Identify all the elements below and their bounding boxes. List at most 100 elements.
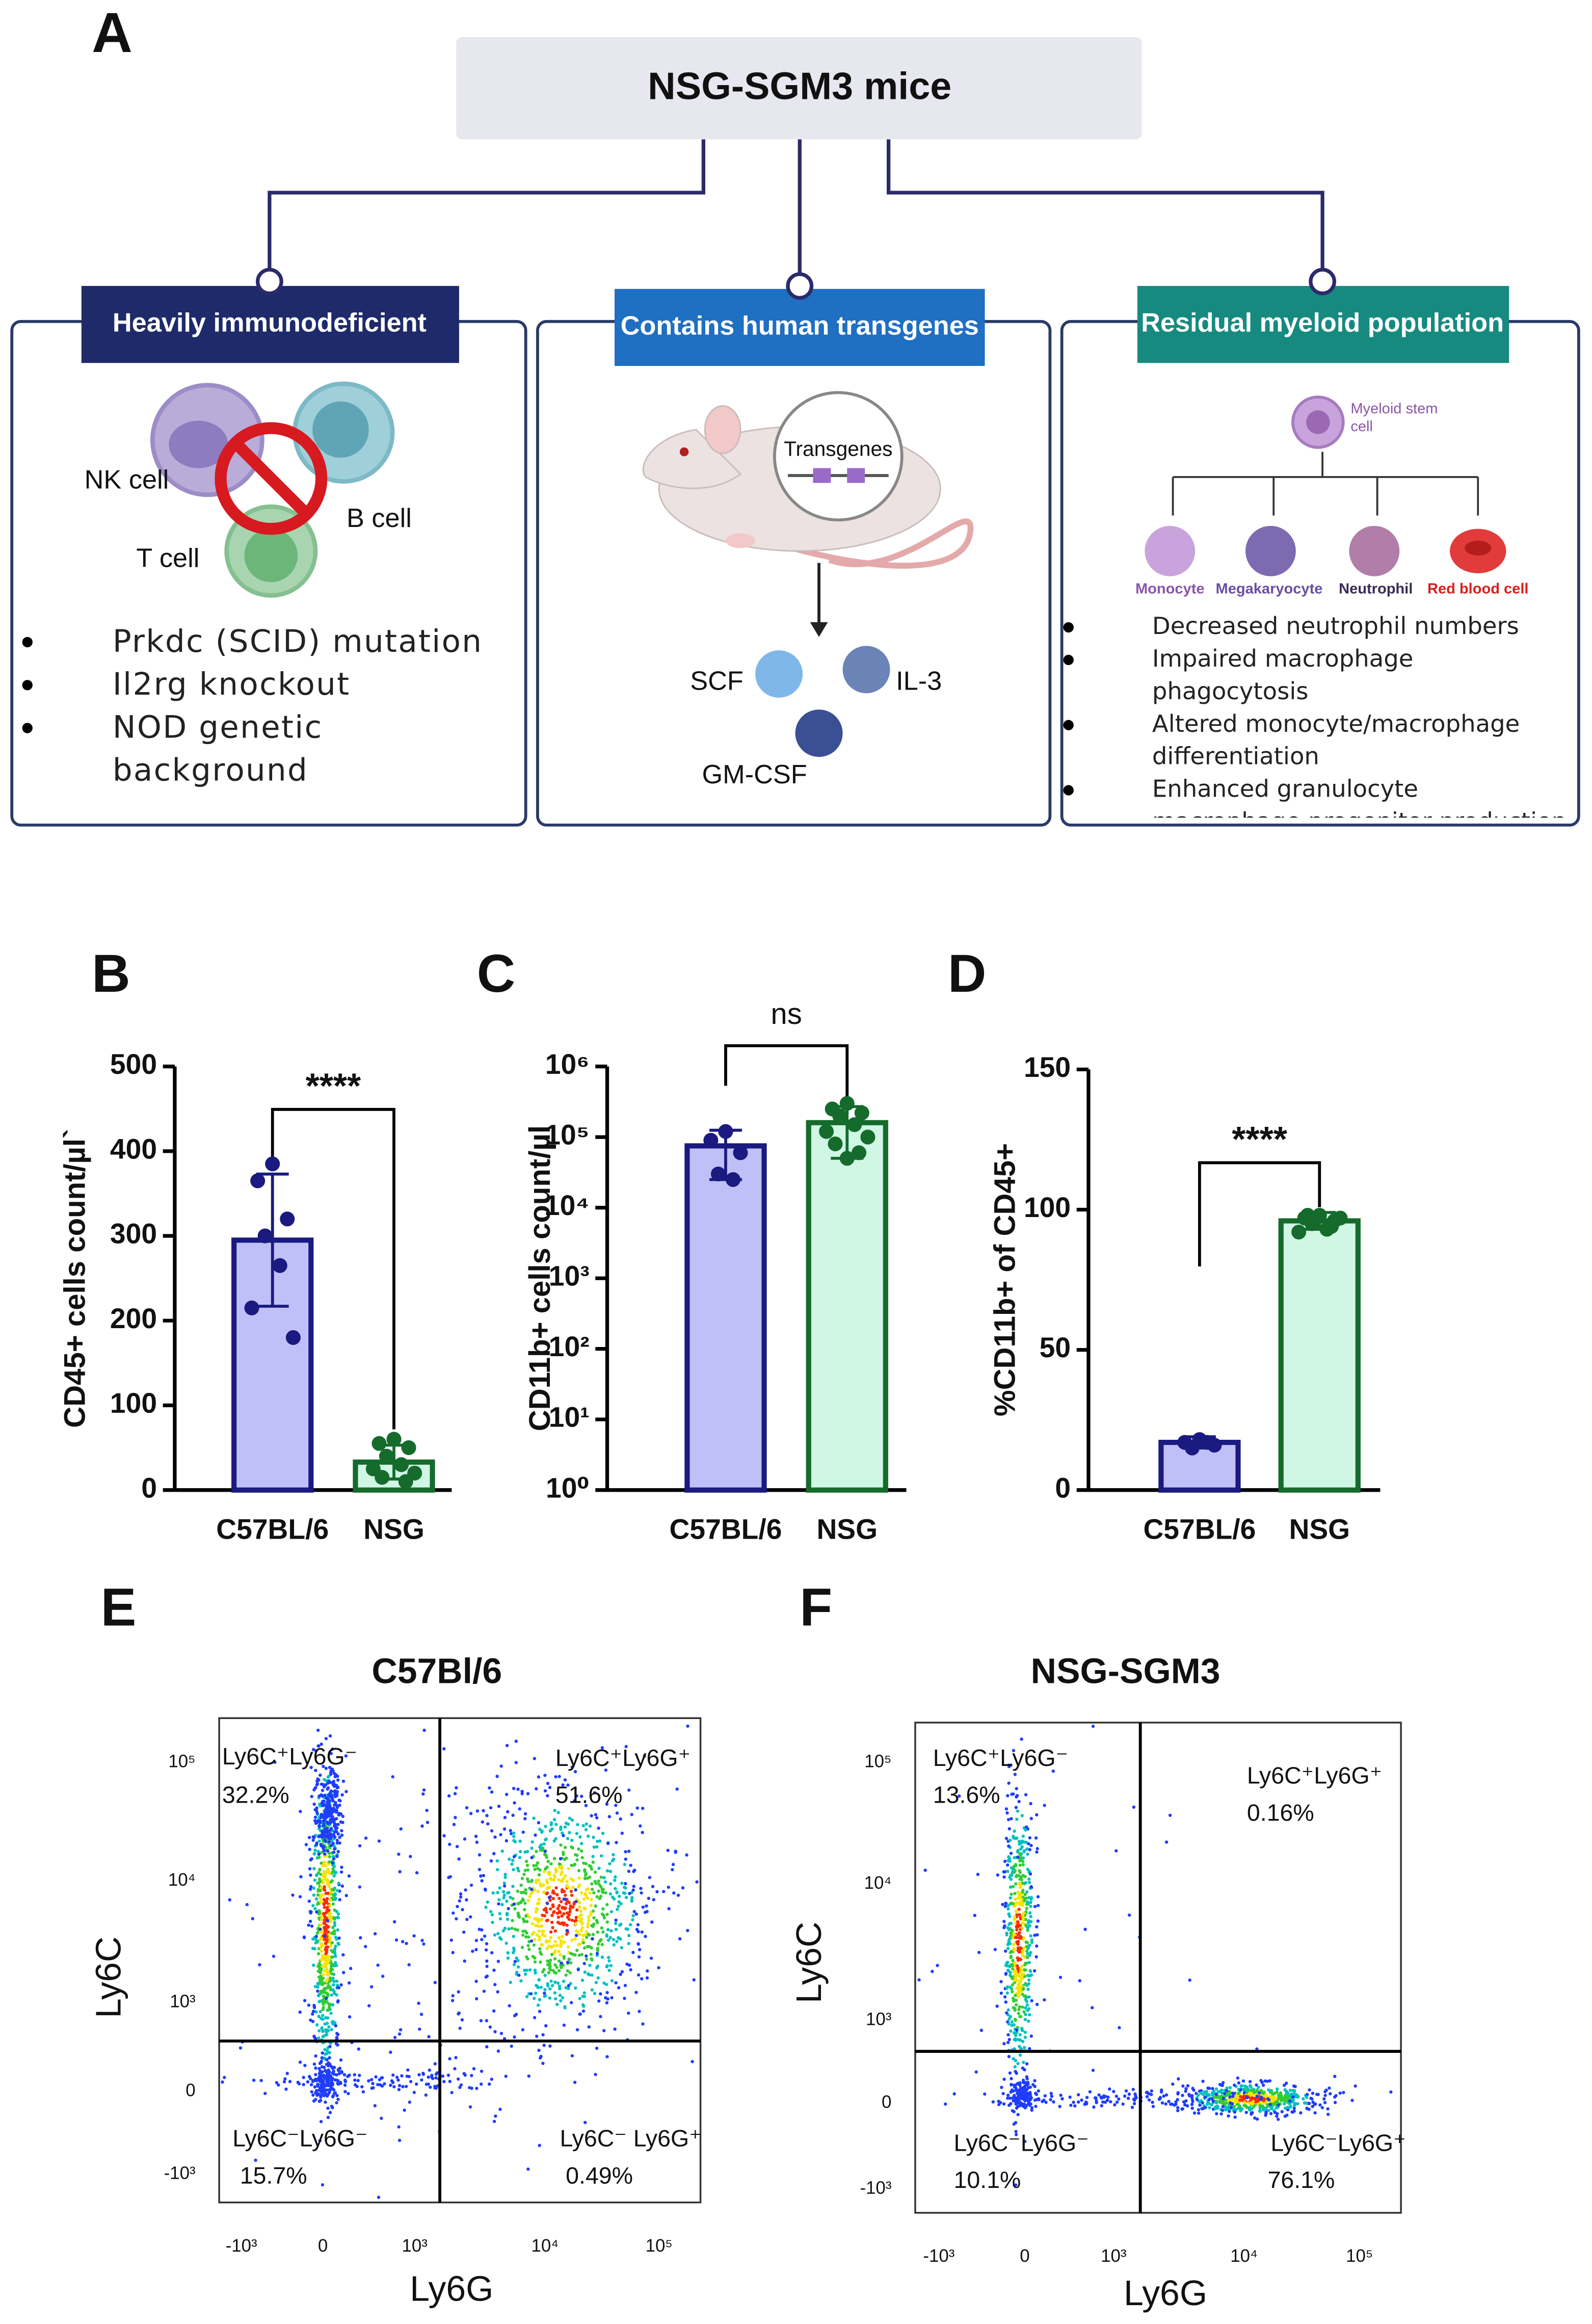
data-point — [375, 1470, 390, 1485]
y-axis-label: %CD11b+ of CD45+ — [988, 1143, 1021, 1416]
event-dot — [1214, 2101, 1218, 2105]
data-point — [372, 1436, 387, 1451]
event-dot — [308, 1910, 312, 1913]
event-dot — [326, 1867, 330, 1871]
event-dot — [344, 1754, 348, 1758]
event-dot — [1132, 2102, 1136, 2105]
event-dot — [499, 1764, 503, 1768]
event-dot — [328, 2003, 331, 2007]
event-dot — [490, 1951, 494, 1955]
event-dot — [1333, 2095, 1337, 2099]
event-dot — [453, 2067, 457, 2071]
event-dot — [1239, 2088, 1242, 2092]
connector-dot — [786, 272, 814, 300]
event-dot — [1305, 2107, 1309, 2110]
event-dot — [393, 2036, 397, 2039]
event-dot — [545, 1865, 549, 1869]
event-dot — [308, 1847, 311, 1851]
event-dot — [1211, 2099, 1215, 2103]
event-dot — [537, 1901, 541, 1905]
event-dot — [1005, 1991, 1009, 1995]
event-dot — [1041, 2100, 1044, 2103]
data-point — [733, 1145, 748, 1160]
event-dot — [1115, 2094, 1119, 2098]
event-dot — [521, 1890, 525, 1894]
event-dot — [389, 2050, 392, 2054]
event-dot — [1008, 1876, 1012, 1879]
event-dot — [1264, 2110, 1268, 2114]
event-dot — [1151, 2104, 1155, 2108]
event-dot — [1267, 2088, 1270, 2092]
event-dot — [311, 1904, 315, 1908]
event-dot — [594, 2073, 597, 2076]
nucleus — [244, 529, 298, 583]
event-dot — [1027, 1961, 1031, 1964]
event-dot — [1283, 2088, 1287, 2092]
bullet-dot — [1063, 654, 1074, 666]
event-dot — [322, 1816, 326, 1819]
event-dot — [1023, 2036, 1027, 2039]
event-dot — [310, 1924, 314, 1928]
x-tick-label: 0 — [1020, 2246, 1029, 2266]
event-dot — [326, 2075, 330, 2079]
event-dot — [1026, 1956, 1029, 1960]
event-dot — [319, 1923, 323, 1927]
event-dot — [1164, 2102, 1168, 2106]
event-dot — [617, 1986, 621, 1990]
event-dot — [1026, 1900, 1029, 1904]
event-dot — [561, 1783, 565, 1787]
event-dot — [1001, 2092, 1005, 2096]
event-dot — [1007, 1928, 1011, 1932]
event-dot — [674, 1850, 677, 1853]
event-dot — [585, 1862, 588, 1866]
box — [536, 320, 1052, 827]
y-tick-label: 10⁵ — [168, 1752, 195, 1772]
event-dot — [1003, 1860, 1007, 1863]
event-dot — [314, 1935, 318, 1938]
data-point — [1300, 1207, 1315, 1223]
event-dot — [535, 1787, 538, 1791]
event-dot — [308, 1867, 312, 1870]
event-dot — [1011, 1959, 1015, 1963]
event-dot — [1025, 2062, 1029, 2066]
event-dot — [1028, 1969, 1032, 1973]
event-dot — [695, 1880, 699, 1884]
event-dot — [480, 1879, 484, 1883]
event-dot — [548, 1959, 552, 1962]
event-dot — [1014, 2102, 1018, 2106]
event-dot — [326, 2116, 330, 2119]
event-dot — [1145, 2095, 1149, 2099]
event-dot — [526, 1957, 529, 1961]
event-dot — [672, 1891, 676, 1895]
event-dot — [1105, 2098, 1109, 2102]
event-dot — [605, 1903, 609, 1907]
data-point — [1291, 1224, 1307, 1240]
event-dot — [550, 1984, 554, 1988]
event-dot — [450, 2091, 454, 2095]
event-dot — [1188, 1978, 1191, 1982]
event-dot — [442, 2080, 446, 2083]
event-dot — [455, 1786, 458, 1790]
event-dot — [607, 1968, 611, 1972]
event-dot — [1127, 2092, 1131, 2096]
event-dot — [1007, 1939, 1011, 1943]
y-tick-label: 10³ — [170, 1991, 195, 2011]
event-dot — [527, 1947, 531, 1951]
event-dot — [335, 1794, 339, 1798]
y-tick-label: 10⁰ — [546, 1472, 590, 1503]
event-dot — [545, 1911, 548, 1914]
event-dot — [1222, 2100, 1225, 2104]
event-dot — [667, 1885, 670, 1889]
event-dot — [1016, 1850, 1019, 1854]
event-dot — [417, 2073, 421, 2077]
event-dot — [553, 1980, 557, 1984]
event-dot — [499, 2031, 503, 2036]
event-dot — [508, 1857, 511, 1861]
event-dot — [561, 1935, 564, 1939]
event-dot — [1012, 1997, 1016, 2001]
event-dot — [618, 1923, 622, 1927]
event-dot — [1009, 1921, 1012, 1925]
event-dot — [1318, 2103, 1322, 2107]
event-dot — [634, 1912, 638, 1916]
event-dot — [1021, 1834, 1025, 1838]
